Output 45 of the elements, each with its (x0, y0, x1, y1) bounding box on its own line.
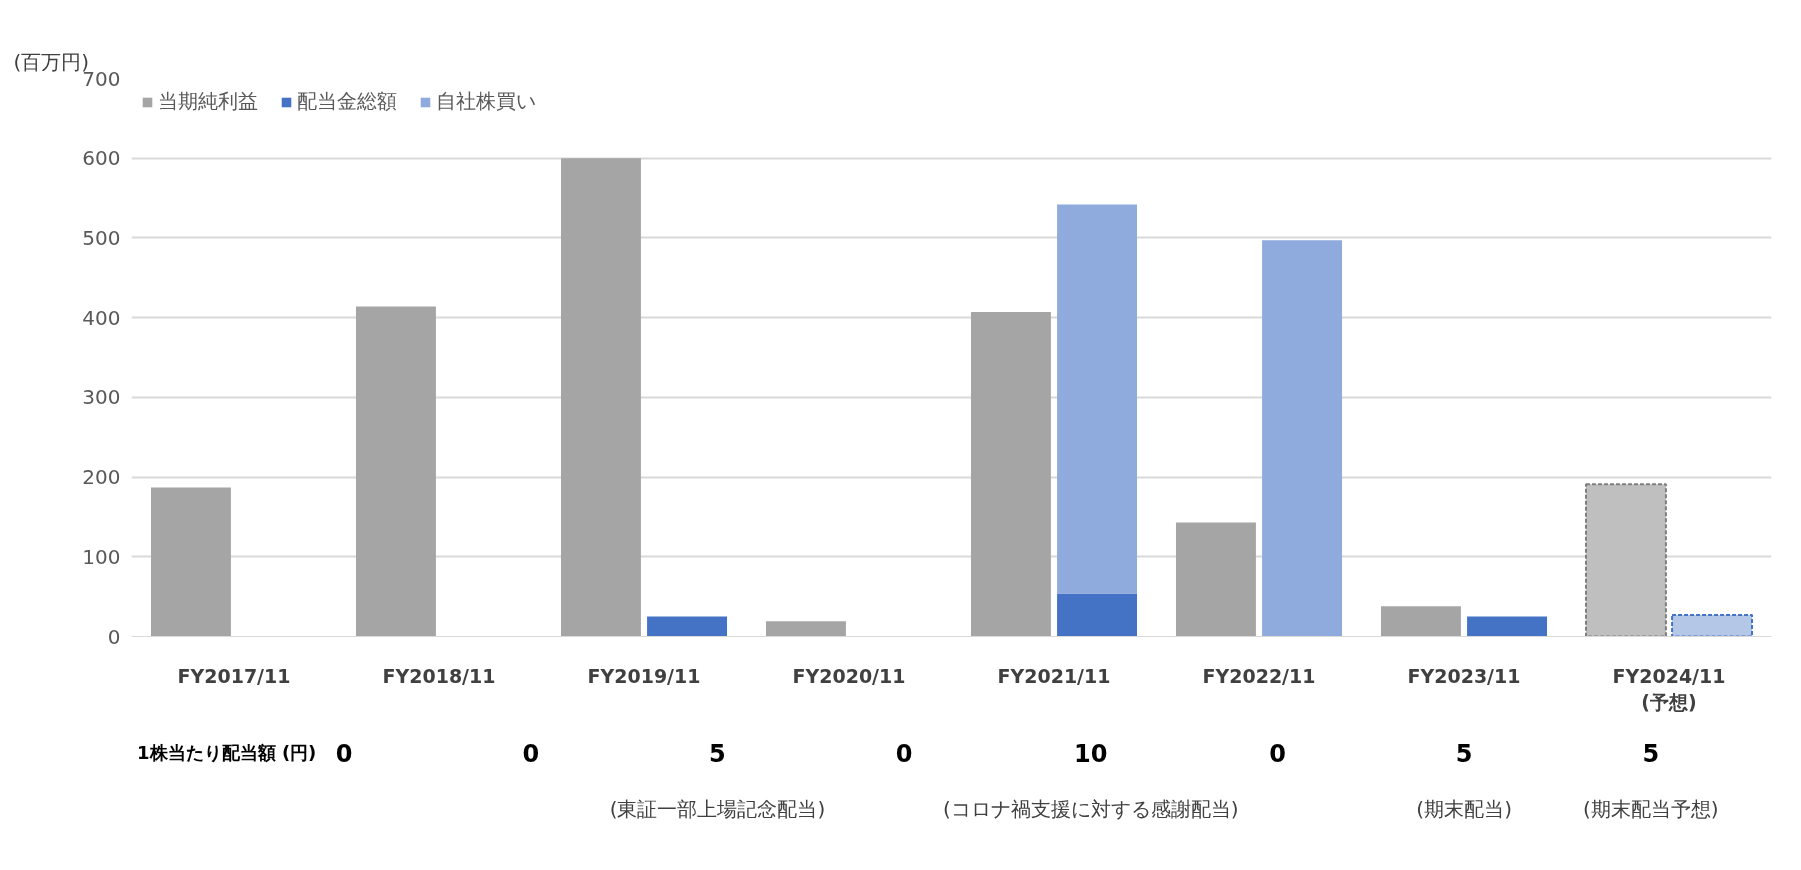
bar (1262, 240, 1343, 637)
y-tick-label: 500 (82, 225, 121, 250)
y-tick-label: 100 (82, 544, 121, 569)
x-tick-label: FY2018/11 (382, 664, 496, 687)
text: (期末配当予想) (1583, 796, 1719, 821)
text: 5 (1642, 739, 1660, 768)
bar (1057, 204, 1138, 594)
x-tick-label: FY2019/11 (587, 664, 701, 687)
bar (560, 158, 641, 637)
bar (970, 312, 1051, 637)
x-tick-label: FY2022/11 (1202, 664, 1316, 687)
bar (1584, 483, 1667, 637)
text: 10 (1074, 739, 1108, 768)
x-tick-label: FY2020/11 (792, 664, 906, 687)
bar (1671, 613, 1754, 637)
text: 1株当たり配当額 (円) (137, 742, 317, 763)
bar (355, 306, 436, 637)
y-tick-label: 600 (82, 146, 121, 171)
bar (1380, 606, 1461, 637)
text: 0 (335, 739, 353, 768)
text: (東証一部上場記念配当) (609, 796, 826, 821)
text: 0 (895, 739, 913, 768)
legend-label: 当期純利益 (158, 88, 258, 115)
x-tick-label: FY2023/11 (1407, 664, 1521, 687)
bar (1467, 616, 1548, 637)
text: 5 (1455, 739, 1473, 768)
text: 0 (1269, 739, 1286, 768)
y-tick-label: 200 (82, 465, 121, 490)
bar (765, 621, 846, 637)
text: 0 (522, 739, 540, 768)
x-tick-label: FY2024/11 (予想) (1612, 664, 1726, 713)
legend-label: 配当金総額 (297, 88, 397, 115)
bar (150, 487, 231, 637)
bar (1175, 522, 1256, 637)
text: (コロナ禍支援に対する感謝配当) (943, 796, 1239, 821)
x-tick-label: FY2021/11 (997, 664, 1111, 687)
bar (647, 616, 728, 637)
text: (期末配当) (1416, 796, 1512, 821)
text: 5 (709, 739, 726, 768)
y-tick-label: 400 (82, 305, 121, 330)
bar (1057, 593, 1138, 637)
legend-label: 自社株買い (436, 88, 536, 115)
y-tick-label: 300 (82, 385, 121, 410)
y-tick-label: 0 (107, 624, 121, 649)
x-tick-label: FY2017/11 (177, 664, 291, 687)
